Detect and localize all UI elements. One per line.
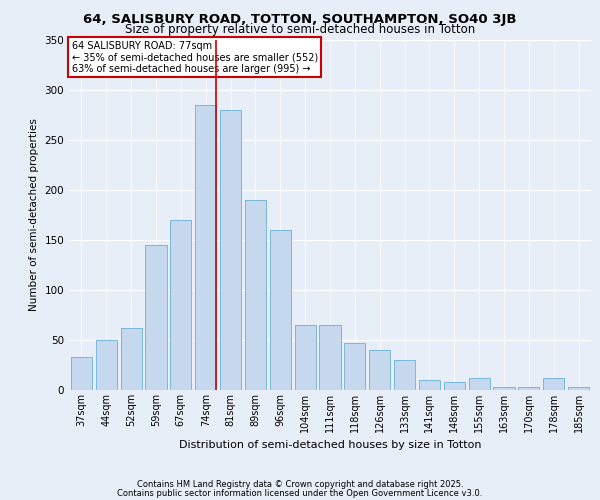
Bar [568, 387, 589, 390]
Text: 64, SALISBURY ROAD, TOTTON, SOUTHAMPTON, SO40 3JB: 64, SALISBURY ROAD, TOTTON, SOUTHAMPTON,… [83, 12, 517, 26]
Text: Contains public sector information licensed under the Open Government Licence v3: Contains public sector information licen… [118, 488, 482, 498]
Bar [71, 357, 92, 390]
Bar [295, 325, 316, 390]
Bar [195, 105, 216, 390]
Bar [344, 343, 365, 390]
X-axis label: Distribution of semi-detached houses by size in Totton: Distribution of semi-detached houses by … [179, 440, 481, 450]
Y-axis label: Number of semi-detached properties: Number of semi-detached properties [29, 118, 39, 312]
Text: Size of property relative to semi-detached houses in Totton: Size of property relative to semi-detach… [125, 22, 475, 36]
Bar [220, 110, 241, 390]
Bar [96, 340, 117, 390]
Bar [469, 378, 490, 390]
Bar [145, 245, 167, 390]
Bar [394, 360, 415, 390]
Text: Contains HM Land Registry data © Crown copyright and database right 2025.: Contains HM Land Registry data © Crown c… [137, 480, 463, 489]
Bar [369, 350, 390, 390]
Bar [419, 380, 440, 390]
Bar [543, 378, 564, 390]
Bar [319, 325, 341, 390]
Bar [170, 220, 191, 390]
Bar [270, 230, 291, 390]
Bar [245, 200, 266, 390]
Text: 64 SALISBURY ROAD: 77sqm
← 35% of semi-detached houses are smaller (552)
63% of : 64 SALISBURY ROAD: 77sqm ← 35% of semi-d… [71, 40, 318, 74]
Bar [518, 387, 539, 390]
Bar [121, 328, 142, 390]
Bar [444, 382, 465, 390]
Bar [493, 387, 515, 390]
